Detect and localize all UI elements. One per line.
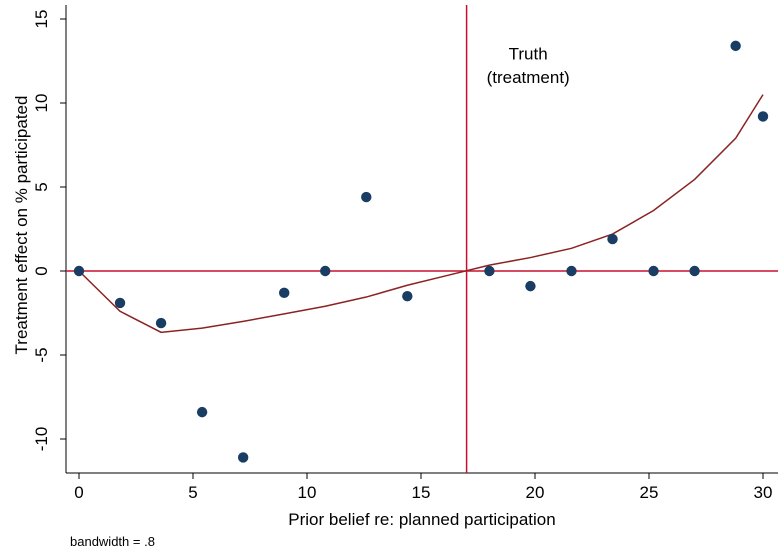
data-point bbox=[155, 317, 167, 329]
y-tick-label: -5 bbox=[32, 347, 51, 362]
y-tick-label: 15 bbox=[32, 10, 51, 29]
bandwidth-note: bandwidth = .8 bbox=[70, 534, 155, 549]
data-point bbox=[402, 291, 413, 302]
data-point bbox=[484, 265, 495, 277]
data-point bbox=[757, 111, 769, 122]
y-tick-label: 10 bbox=[32, 94, 51, 113]
data-point bbox=[114, 297, 126, 309]
y-ticks: -10 -5 0 5 10 15 bbox=[32, 10, 66, 452]
data-point bbox=[196, 406, 208, 418]
x-tick-label: 25 bbox=[640, 483, 659, 502]
x-tick-label: 0 bbox=[74, 483, 83, 502]
fit-line bbox=[78, 94, 764, 334]
data-point bbox=[361, 191, 372, 203]
data-point bbox=[279, 287, 290, 299]
x-tick-label: 5 bbox=[188, 483, 197, 502]
data-point bbox=[730, 40, 741, 52]
data-point bbox=[689, 265, 700, 277]
data-point bbox=[648, 265, 659, 277]
data-point bbox=[320, 265, 331, 277]
data-point bbox=[566, 265, 577, 277]
data-point bbox=[73, 265, 85, 277]
data-point bbox=[607, 233, 618, 245]
x-axis-title: Prior belief re: planned participation bbox=[288, 510, 555, 529]
annotation-treatment: (treatment) bbox=[487, 68, 570, 87]
y-axis-title: Treatment effect on % participated bbox=[12, 96, 31, 355]
y-tick-label: -10 bbox=[32, 427, 51, 452]
data-point bbox=[525, 280, 536, 292]
y-tick-label: 0 bbox=[32, 266, 51, 275]
data-point bbox=[237, 452, 249, 463]
y-tick-label: 5 bbox=[32, 182, 51, 191]
x-tick-label: 20 bbox=[526, 483, 545, 502]
x-tick-label: 30 bbox=[754, 483, 773, 502]
x-tick-label: 10 bbox=[298, 483, 317, 502]
x-tick-label: 15 bbox=[412, 483, 431, 502]
x-ticks: 0 5 10 15 20 25 30 bbox=[74, 473, 772, 502]
annotation-truth: Truth bbox=[509, 44, 548, 63]
data-points bbox=[73, 40, 769, 463]
